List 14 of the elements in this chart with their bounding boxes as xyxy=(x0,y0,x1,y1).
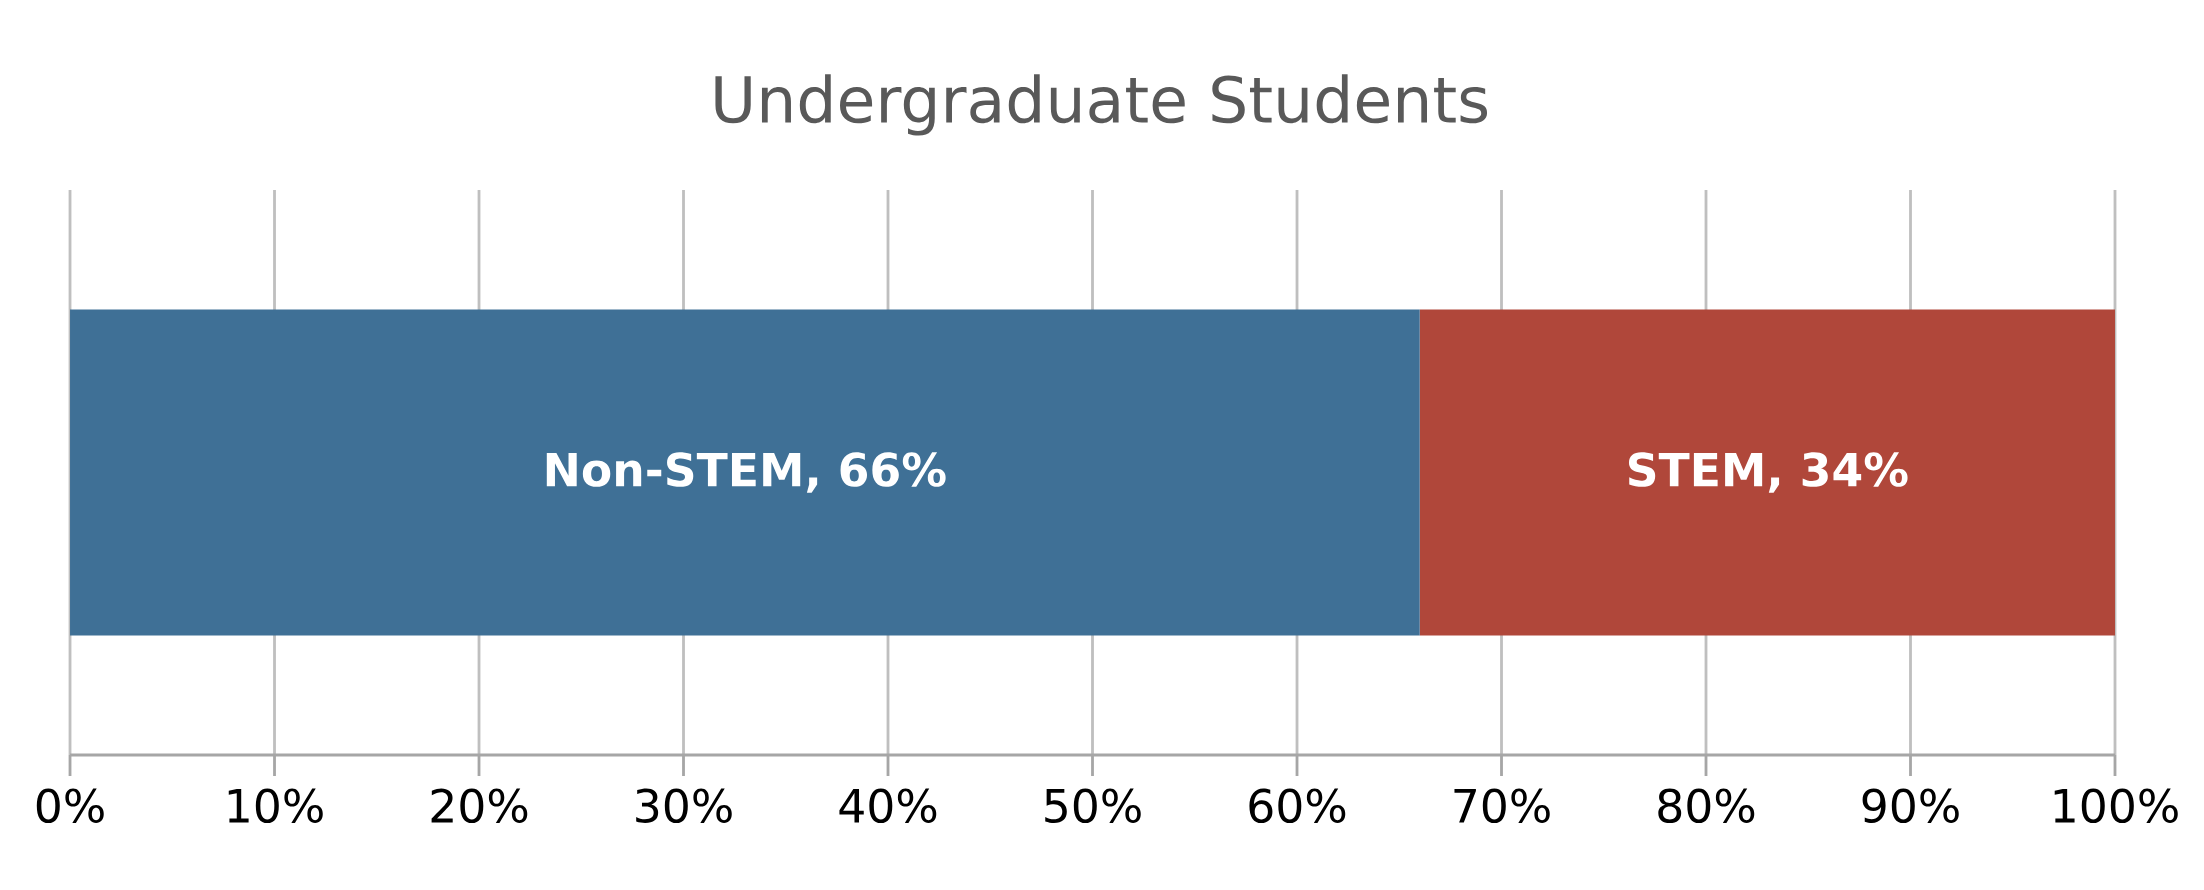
data-label: STEM, 34% xyxy=(1628,452,1908,493)
x-tick-label: 30% xyxy=(636,788,732,824)
x-tick-label: 10% xyxy=(228,788,323,824)
data-label: Non-STEM, 66% xyxy=(546,452,946,493)
chart-title: Undergraduate Students xyxy=(715,74,1488,136)
x-tick-label: 20% xyxy=(431,788,528,824)
x-tick-label: 70% xyxy=(1454,788,1550,824)
x-tick-label: 100% xyxy=(2054,788,2178,824)
x-tick-label: 0% xyxy=(36,788,104,824)
x-tick-label: 90% xyxy=(1862,788,1959,824)
x-tick-label: 50% xyxy=(1045,788,1141,824)
x-tick-label: 40% xyxy=(839,788,937,824)
x-tick-label: 60% xyxy=(1249,788,1346,824)
x-tick-label: 80% xyxy=(1658,788,1755,824)
